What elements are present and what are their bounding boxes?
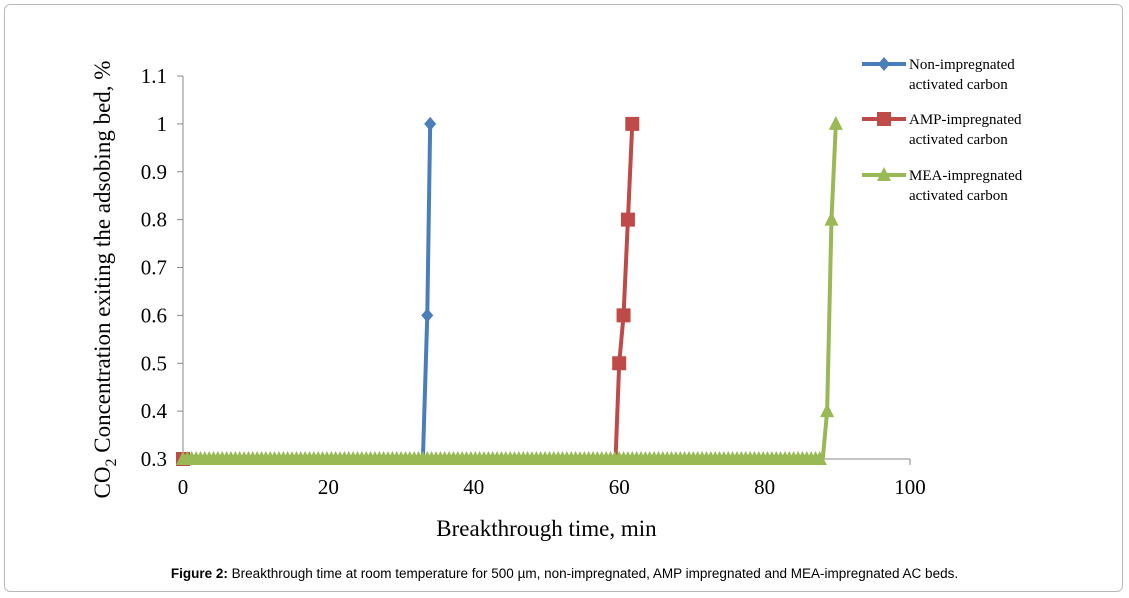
legend-label: activated carbon <box>909 188 1008 204</box>
caption-label: Figure 2: <box>170 566 228 581</box>
data-point <box>616 308 631 323</box>
data-point <box>424 116 437 131</box>
legend-label: AMP-impregnated <box>909 112 1022 128</box>
y-axis-title-prefix: CO <box>90 467 115 499</box>
data-point <box>812 451 827 465</box>
data-point <box>828 115 843 130</box>
x-axis-title: Breakthrough time, min <box>436 516 657 541</box>
y-tick-label: 1.1 <box>141 64 167 88</box>
legend-label: Non-impregnated <box>909 57 1015 73</box>
data-point <box>625 116 640 131</box>
series-triangle <box>176 115 843 465</box>
y-tick-label: 0.4 <box>141 399 168 423</box>
y-tick-label: 0.7 <box>141 256 167 280</box>
series-square <box>176 116 640 466</box>
x-tick-label: 40 <box>463 475 484 499</box>
chart-axes: 0.3 0.4 0.5 0.6 0.7 0.8 0.9 1 1.1 0 20 40 60 80 100 <box>141 64 926 499</box>
data-point <box>421 308 434 323</box>
breakthrough-chart: 0.3 0.4 0.5 0.6 0.7 0.8 0.9 1 1.1 0 20 40 60 80 100 No… <box>90 57 1023 541</box>
series-line <box>420 123 433 460</box>
y-tick-label: 0.3 <box>141 447 167 471</box>
data-point <box>824 211 839 226</box>
legend-label: MEA-impregnated <box>909 168 1023 184</box>
x-tick-label: 60 <box>609 475 630 499</box>
legend-label: activated carbon <box>909 132 1008 148</box>
data-point <box>612 356 627 371</box>
y-axis-title-subscript: 2 <box>103 459 120 467</box>
y-tick-label: 1 <box>157 112 168 136</box>
chart-legend: Non-impregnated activated carbon AMP-impre… <box>862 57 1023 204</box>
legend-marker <box>877 112 891 126</box>
series-line <box>820 123 838 460</box>
legend-marker <box>877 167 891 181</box>
x-tick-label: 0 <box>178 475 189 499</box>
y-tick-label: 0.6 <box>141 303 167 327</box>
series-line <box>613 123 635 460</box>
x-tick-label: 100 <box>894 475 926 499</box>
y-axis-title-suffix: Concentration exiting the adsobing bed, … <box>90 61 115 459</box>
y-tick-label: 0.8 <box>141 208 167 232</box>
x-tick-label: 20 <box>318 475 339 499</box>
series-diamond <box>183 116 437 463</box>
y-tick-label: 0.9 <box>141 160 167 184</box>
figure-frame <box>4 4 1123 592</box>
y-axis-title: CO2 Concentration exiting the adsobing b… <box>90 61 120 499</box>
chart-series <box>176 115 843 466</box>
data-point <box>820 403 835 418</box>
legend-marker <box>878 57 890 71</box>
caption-text: Breakthrough time at room temperature fo… <box>231 566 959 581</box>
figure-caption: Figure 2: Breakthrough time at room temp… <box>0 566 1129 581</box>
y-tick-label: 0.5 <box>141 351 167 375</box>
data-point <box>620 212 635 227</box>
x-tick-label: 80 <box>754 475 775 499</box>
legend-label: activated carbon <box>909 77 1008 93</box>
